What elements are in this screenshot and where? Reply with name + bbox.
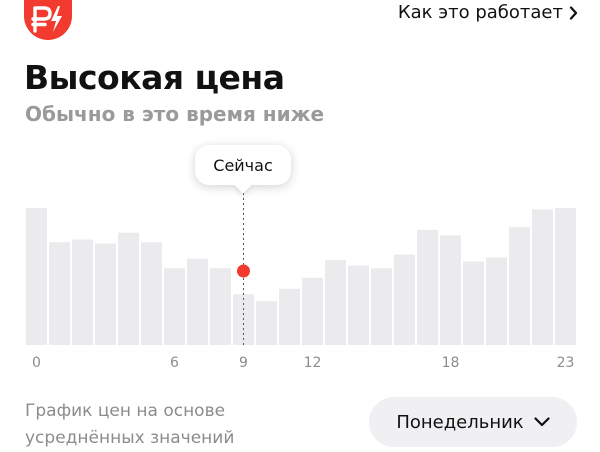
chevron-down-icon bbox=[534, 417, 550, 427]
chart-footnote: График цен на основе усреднённых значени… bbox=[25, 398, 325, 452]
now-marker-dot bbox=[237, 264, 250, 278]
ruble-lightning-icon bbox=[24, 0, 72, 40]
chart-bar-hour-6 bbox=[164, 268, 185, 345]
x-tick-label: 9 bbox=[239, 355, 248, 371]
day-select[interactable]: Понедельник bbox=[369, 397, 577, 447]
chart-bar-hour-17 bbox=[417, 229, 438, 345]
chart-bar-hour-20 bbox=[486, 257, 507, 345]
chart-bar-hour-5 bbox=[141, 242, 162, 345]
chart-bar-hour-19 bbox=[463, 261, 484, 345]
chevron-right-icon bbox=[569, 5, 578, 20]
chart-bar-hour-14 bbox=[348, 265, 369, 345]
chart-bar-hour-12 bbox=[302, 277, 323, 345]
day-select-value: Понедельник bbox=[396, 411, 524, 433]
footnote-line-1: График цен на основе bbox=[25, 401, 226, 421]
price-chart: 0 6 9 12 18 23 bbox=[26, 188, 576, 371]
now-tooltip: Сейчас bbox=[195, 145, 291, 185]
chart-bar-hour-15 bbox=[371, 268, 392, 345]
chart-bar-hour-7 bbox=[187, 258, 208, 345]
chart-bar-hour-16 bbox=[394, 254, 415, 345]
x-tick-label: 23 bbox=[557, 355, 575, 371]
page-title: Высокая цена bbox=[24, 58, 285, 97]
x-tick-label: 12 bbox=[304, 355, 322, 371]
footnote-line-2: усреднённых значений bbox=[25, 428, 235, 448]
now-label: Сейчас bbox=[213, 155, 273, 175]
chart-bar-hour-13 bbox=[325, 260, 346, 345]
x-tick-label: 0 bbox=[32, 355, 41, 371]
chart-bar-hour-0 bbox=[26, 208, 47, 345]
x-tick-label: 6 bbox=[170, 355, 179, 371]
chart-bar-hour-4 bbox=[118, 232, 139, 345]
x-tick-label: 18 bbox=[442, 355, 460, 371]
chart-bar-hour-10 bbox=[256, 301, 277, 345]
chart-bar-hour-2 bbox=[72, 239, 93, 345]
chart-bar-hour-8 bbox=[210, 268, 231, 345]
chart-bar-hour-18 bbox=[440, 235, 461, 345]
chart-bar-hour-1 bbox=[49, 242, 70, 345]
chart-bar-hour-23 bbox=[555, 208, 576, 345]
chart-bar-hour-22 bbox=[532, 209, 553, 345]
chart-bar-hour-11 bbox=[279, 288, 300, 345]
chart-bar-hour-21 bbox=[509, 227, 530, 345]
chart-bar-hour-3 bbox=[95, 243, 116, 345]
page-subtitle: Обычно в это время ниже bbox=[25, 102, 325, 126]
how-it-works-link[interactable]: Как это работает bbox=[398, 2, 578, 23]
how-it-works-label: Как это работает bbox=[397, 2, 563, 23]
